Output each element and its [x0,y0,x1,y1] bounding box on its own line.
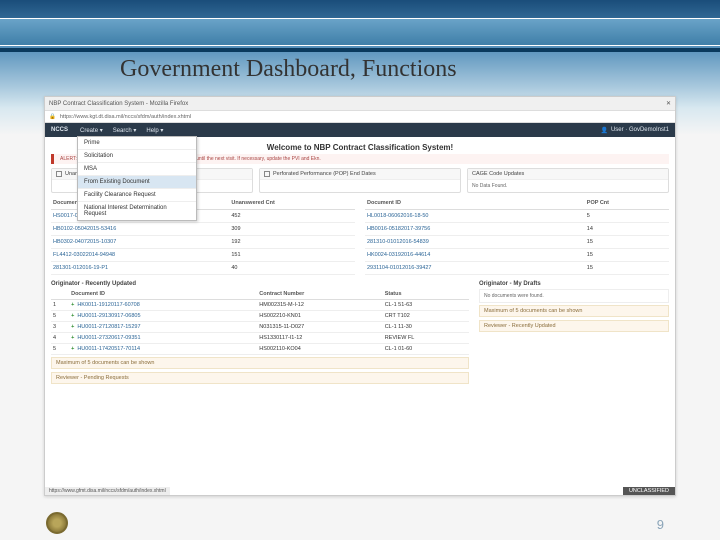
doc-link[interactable]: 2931104-01012016-39427 [367,265,431,271]
dropdown-item[interactable]: MSA [78,163,196,176]
table-row: HB0302-04072015-10307192 [51,236,355,249]
reviewer-updated-title: Reviewer - Recently Updated [479,320,669,332]
doc-link[interactable]: HB0016-05182017-39756 [367,226,430,232]
browser-tab-bar: NBP Contract Classification System - Moz… [45,97,675,111]
doc-link[interactable]: FL4412-03022014-94948 [53,252,115,258]
create-dropdown: PrimeSolicitationMSAFrom Existing Docume… [77,136,197,221]
url-text: https://www.kgt.dt.disa.mil/nccs/sfdm/au… [60,114,191,120]
table-row: 1+HK0011-19120117-60708HM002315-M-I-12CL… [51,300,469,311]
classification-banner: UNCLASSIFIED [623,487,675,495]
originator-drafts-title: Originator - My Drafts [479,281,669,287]
table-row: HB0102-05042015-53416309 [51,223,355,236]
expand-icon[interactable]: + [71,335,74,341]
pop-list: Document IDPOP Cnt HL0018-06062016-18-50… [365,197,669,275]
doc-link[interactable]: 281301-012016-19-P1 [53,265,108,271]
slide-header-band [0,18,720,46]
agency-seal-icon [46,512,68,534]
col-header: Status [383,289,469,300]
expand-icon[interactable]: + [71,313,74,319]
nav-help[interactable]: Help ▾ [146,127,163,134]
doc-link[interactable]: HU0011-17420517-70114 [77,346,140,352]
browser-tab-title: NBP Contract Classification System - Moz… [49,101,188,107]
max-docs-note-right: Maximum of 5 documents can be shown [479,305,669,317]
doc-link[interactable]: HU0011-27120817-15297 [77,324,140,330]
table-row: HL0018-06062016-18-505 [365,210,669,223]
main-content: PrimeSolicitationMSAFrom Existing Docume… [45,137,675,388]
expand-icon[interactable]: + [71,346,74,352]
panel-checkbox[interactable] [56,171,62,177]
col-header: Unanswered Cnt [229,197,355,210]
nav-search[interactable]: Search ▾ [113,127,137,134]
originator-updated-title: Originator - Recently Updated [51,281,469,287]
dropdown-item[interactable]: Facility Clearance Request [78,189,196,202]
page-number: 9 [657,517,664,532]
originator-right-col: Originator - My Drafts No documents were… [479,275,669,384]
table-row: HB0016-05182017-3975614 [365,223,669,236]
dropdown-item[interactable]: Solicitation [78,150,196,163]
lock-icon: 🔒 [49,114,56,120]
table-row: HK0024-03192016-4461415 [365,249,669,262]
summary-panel: Perforated Performance (POP) End Dates [259,168,461,193]
panel-title: CAGE Code Updates [472,171,524,177]
slide-title-underline [0,48,720,52]
slide-title: Government Dashboard, Functions [120,56,457,83]
nav-create[interactable]: Create ▾ [80,127,103,134]
user-label: User · GovDemoInst1 [611,127,669,133]
col-header: Contract Number [257,289,382,300]
expand-icon[interactable]: + [71,324,74,330]
app-nav: NCCS Create ▾ Search ▾ Help ▾ 👤 User · G… [45,123,675,137]
panel-title: Perforated Performance (POP) End Dates [273,171,376,177]
user-icon: 👤 [600,127,607,134]
table-row: 5+HU0011-17420517-70114HS002110-KO04CL-1… [51,344,469,355]
originator-row: Originator - Recently Updated Document I… [51,275,669,384]
col-header: Document ID [69,289,257,300]
max-docs-note-left: Maximum of 5 documents can be shown [51,357,469,369]
dropdown-item[interactable]: From Existing Document [78,176,196,189]
doc-link[interactable]: HU0011-27320617-09351 [77,335,140,341]
originator-updated-table: Document IDContract NumberStatus 1+HK001… [51,289,469,355]
close-icon[interactable]: ✕ [666,100,671,107]
doc-link[interactable]: HU0011-29130917-06805 [77,313,140,319]
address-bar[interactable]: 🔒 https://www.kgt.dt.disa.mil/nccs/sfdm/… [45,111,675,123]
dropdown-item[interactable]: Prime [78,137,196,150]
doc-link[interactable]: HK0024-03192016-44614 [367,252,430,258]
col-header [51,289,69,300]
reviewer-pending-title: Reviewer - Pending Requests [51,372,469,384]
doc-link[interactable]: HK0011-19120117-60708 [77,302,140,308]
table-row: 3+HU0011-27120817-15297N031315-11-D027CL… [51,322,469,333]
table-row: 2931104-01012016-3942715 [365,262,669,275]
expand-icon[interactable]: + [71,302,74,308]
browser-window: NBP Contract Classification System - Moz… [44,96,676,496]
col-header: POP Cnt [585,197,669,210]
col-header: Document ID [365,197,585,210]
status-bar-url: https://www.gfmt.disa.mil/nccs/sfdm/auth… [45,487,170,495]
table-row: FL4412-03022014-94948151 [51,249,355,262]
panel-body: No Data Found. [468,180,668,192]
table-row: 5+HU0011-29130917-06805HS002210-KN01CRT … [51,311,469,322]
nav-user[interactable]: 👤 User · GovDemoInst1 [600,127,669,134]
doc-link[interactable]: HB0302-04072015-10307 [53,239,116,245]
panel-checkbox[interactable] [264,171,270,177]
drafts-empty: No documents were found. [479,289,669,303]
doc-link[interactable]: HB0102-05042015-53416 [53,226,116,232]
dropdown-item[interactable]: National Interest Determination Request [78,202,196,220]
doc-link[interactable]: 281310-01012016-54839 [367,239,429,245]
doc-link[interactable]: HL0018-06062016-18-50 [367,213,428,219]
table-row: 4+HU0011-27320617-09351HS1330117-I1-12RE… [51,333,469,344]
table-row: 281301-012016-19-P140 [51,262,355,275]
table-row: 281310-01012016-5483915 [365,236,669,249]
nav-brand[interactable]: NCCS [51,127,68,133]
summary-panel: CAGE Code Updates No Data Found. [467,168,669,193]
